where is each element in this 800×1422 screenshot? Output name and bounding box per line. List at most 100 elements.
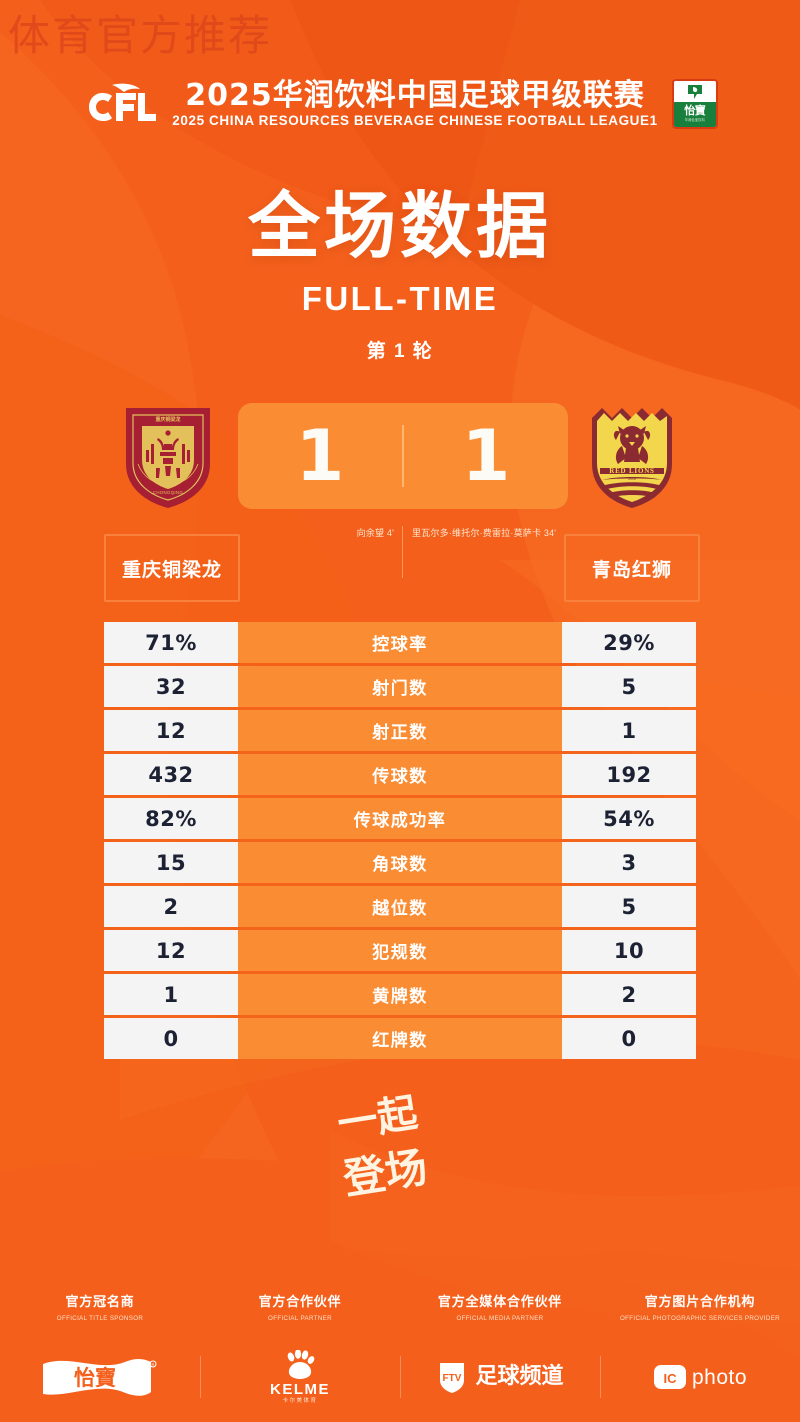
stat-away-value: 5 xyxy=(562,666,696,707)
score-divider xyxy=(402,425,404,487)
svg-text:FTV: FTV xyxy=(443,1373,462,1384)
stat-home-value: 12 xyxy=(104,710,238,751)
svg-text:R: R xyxy=(152,1362,155,1367)
home-team-plate: 重庆铜梁龙 xyxy=(104,534,240,602)
sponsor-label-cn: 官方合作伙伴 xyxy=(258,1295,342,1310)
match-stats-table: 71% 控球率 29% 32 射门数 5 12 射正数 1 432 传球数 192 82% 传球成功率 54… xyxy=(104,622,696,1062)
stat-home-value: 71% xyxy=(104,622,238,663)
stat-home-value: 15 xyxy=(104,842,238,883)
campaign-slogan: 一起 登场 xyxy=(0,1090,800,1210)
stat-home-value: 32 xyxy=(104,666,238,707)
sponsor-label-cn: 官方图片合作机构 xyxy=(644,1295,756,1310)
stat-away-value: 29% xyxy=(562,622,696,663)
yibao-badge-text: 怡寶 华润怡宝饮料 xyxy=(673,102,716,127)
svg-text:CHONGQING: CHONGQING xyxy=(153,490,184,495)
away-score: 1 xyxy=(461,415,511,497)
yibao-badge-icon: 怡寶 华润怡宝饮料 xyxy=(671,79,718,129)
stat-label: 传球数 xyxy=(238,754,562,795)
stat-home-value: 1 xyxy=(104,974,238,1015)
sponsor-labels-row: 官方冠名商 OFFICIAL TITLE SPONSOR 官方合作伙伴 OFFICIA… xyxy=(0,1296,800,1322)
sponsor-label-col: 官方全媒体合作伙伴 OFFICIAL MEDIA PARTNER xyxy=(400,1296,600,1322)
svg-text:怡寶: 怡寶 xyxy=(74,1366,116,1390)
sponsor-label-en: OFFICIAL PHOTOGRAPHIC SERVICES PROVIDER xyxy=(619,1315,780,1322)
home-scorers-col: 向余望 4' xyxy=(238,528,402,540)
yibao-logo-icon: 怡寶 R xyxy=(0,1348,200,1406)
goal-scorers: 向余望 4' 里瓦尔多·维托尔·费雷拉·莫萨卡 34' xyxy=(238,526,568,578)
home-team-name: 重庆铜梁龙 xyxy=(121,558,222,581)
yibao-name-sub: 华润怡宝饮料 xyxy=(684,118,705,123)
svg-text:IC: IC xyxy=(663,1371,677,1386)
stat-row: 2 越位数 5 xyxy=(104,886,696,927)
stat-row: 12 犯规数 10 xyxy=(104,930,696,971)
svg-text:2016: 2016 xyxy=(628,477,636,481)
stat-away-value: 0 xyxy=(562,1018,696,1059)
league-header: 2025华润饮料中国足球甲级联赛 2025 CHINA RESOURCES BE… xyxy=(0,68,800,140)
page-title-block: 全场数据 FULL-TIME 第 1 轮 xyxy=(0,190,800,361)
icphoto-logo-icon: IC photo xyxy=(600,1348,800,1406)
stat-row: 15 角球数 3 xyxy=(104,842,696,883)
stat-label: 角球数 xyxy=(238,842,562,883)
kelme-logo-icon: KELME 卡尔美体育 xyxy=(200,1348,400,1406)
kelme-wordmark-cn: 卡尔美体育 xyxy=(282,1397,318,1404)
stat-label: 控球率 xyxy=(238,622,562,663)
stat-away-value: 192 xyxy=(562,754,696,795)
yibao-name-cn: 怡寶 xyxy=(684,105,706,118)
chongqing-tongliang-dragon-crest-icon: 重庆铜梁龙 CHONGQING xyxy=(126,408,210,508)
home-scorers: 向余望 4' xyxy=(356,528,394,538)
watermark-text: 体育官方推荐 xyxy=(8,14,273,60)
stat-label: 射门数 xyxy=(238,666,562,707)
stat-away-value: 1 xyxy=(562,710,696,751)
stat-home-value: 0 xyxy=(104,1018,238,1059)
league-title-en: 2025 CHINA RESOURCES BEVERAGE CHINESE FO… xyxy=(172,112,658,128)
sponsor-label-cn: 官方冠名商 xyxy=(65,1295,135,1310)
svg-text:重庆铜梁龙: 重庆铜梁龙 xyxy=(155,416,180,423)
sponsor-logos-row: 怡寶 R KELME xyxy=(0,1348,800,1406)
stat-home-value: 12 xyxy=(104,930,238,971)
kelme-wordmark: KELME xyxy=(270,1380,330,1398)
scoreboard: 重庆铜梁龙 CHONGQING 1 1 xyxy=(0,400,800,515)
svg-text:RED LIONS: RED LIONS xyxy=(609,467,655,475)
stat-home-value: 82% xyxy=(104,798,238,839)
stat-label: 红牌数 xyxy=(238,1018,562,1059)
score-panel: 1 1 xyxy=(238,403,568,509)
stat-away-value: 3 xyxy=(562,842,696,883)
stat-row: 1 黄牌数 2 xyxy=(104,974,696,1015)
stat-label: 犯规数 xyxy=(238,930,562,971)
stat-label: 射正数 xyxy=(238,710,562,751)
sponsor-label-col: 官方合作伙伴 OFFICIAL PARTNER xyxy=(200,1296,400,1322)
stat-label: 传球成功率 xyxy=(238,798,562,839)
away-scorers: 里瓦尔多·维托尔·费雷拉·莫萨卡 34' xyxy=(412,528,557,538)
stat-away-value: 2 xyxy=(562,974,696,1015)
ftv-logo-icon: FTV 足球频道 xyxy=(400,1348,600,1406)
scorers-divider xyxy=(402,526,403,578)
ftv-wordmark: 足球频道 xyxy=(475,1364,564,1390)
slogan-line-2: 登场 xyxy=(339,1142,431,1204)
stat-row: 71% 控球率 29% xyxy=(104,622,696,663)
stat-label: 黄牌数 xyxy=(238,974,562,1015)
stat-home-value: 432 xyxy=(104,754,238,795)
round-label: 第 1 轮 xyxy=(366,341,434,362)
stat-row: 0 红牌数 0 xyxy=(104,1018,696,1059)
sponsor-label-col: 官方冠名商 OFFICIAL TITLE SPONSOR xyxy=(0,1296,200,1322)
stat-row: 12 射正数 1 xyxy=(104,710,696,751)
stat-row: 432 传球数 192 xyxy=(104,754,696,795)
away-scorers-col: 里瓦尔多·维托尔·费雷拉·莫萨卡 34' xyxy=(403,528,568,540)
stat-label: 越位数 xyxy=(238,886,562,927)
stat-row: 82% 传球成功率 54% xyxy=(104,798,696,839)
qingdao-red-lions-crest-icon: RED LIONS 2016 xyxy=(592,408,672,508)
away-team-plate: 青岛红狮 xyxy=(564,534,700,602)
sponsor-label-col: 官方图片合作机构 OFFICIAL PHOTOGRAPHIC SERVICES P… xyxy=(600,1296,800,1322)
sponsor-label-en: OFFICIAL PARTNER xyxy=(268,1315,332,1322)
cfl-dragon-logo-icon xyxy=(89,83,157,121)
home-score: 1 xyxy=(295,415,345,497)
sponsor-label-en: OFFICIAL TITLE SPONSOR xyxy=(56,1315,144,1322)
league-title-cn: 2025华润饮料中国足球甲级联赛 xyxy=(185,77,645,113)
icphoto-wordmark: photo xyxy=(691,1365,748,1389)
stat-away-value: 10 xyxy=(562,930,696,971)
yibao-badge-mark xyxy=(673,81,716,103)
stat-row: 32 射门数 5 xyxy=(104,666,696,707)
stat-home-value: 2 xyxy=(104,886,238,927)
sponsor-label-en: OFFICIAL MEDIA PARTNER xyxy=(456,1315,544,1322)
stat-away-value: 54% xyxy=(562,798,696,839)
